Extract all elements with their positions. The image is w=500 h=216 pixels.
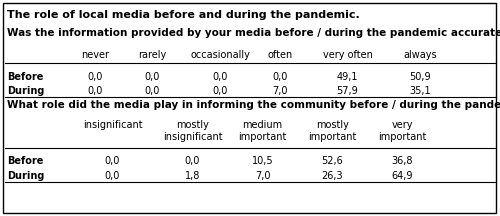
Text: 0,0: 0,0 bbox=[185, 156, 200, 166]
Text: 10,5: 10,5 bbox=[252, 156, 274, 166]
Text: 0,0: 0,0 bbox=[88, 86, 102, 96]
Text: 0,0: 0,0 bbox=[212, 86, 228, 96]
Text: 50,9: 50,9 bbox=[409, 72, 431, 82]
Text: During: During bbox=[7, 171, 44, 181]
Text: rarely: rarely bbox=[138, 50, 166, 60]
Text: Before: Before bbox=[7, 156, 44, 166]
Text: very often: very often bbox=[322, 50, 372, 60]
Text: insignificant: insignificant bbox=[82, 120, 142, 130]
Text: 26,3: 26,3 bbox=[322, 171, 344, 181]
Text: During: During bbox=[7, 86, 44, 96]
Text: 35,1: 35,1 bbox=[409, 86, 431, 96]
Text: 52,6: 52,6 bbox=[322, 156, 344, 166]
Text: The role of local media before and during the pandemic.: The role of local media before and durin… bbox=[7, 10, 360, 20]
Text: 0,0: 0,0 bbox=[105, 171, 120, 181]
Text: mostly
important: mostly important bbox=[308, 120, 356, 142]
Text: very
important: very important bbox=[378, 120, 426, 142]
Text: never: never bbox=[81, 50, 109, 60]
Text: Was the information provided by your media before / during the pandemic accurate: Was the information provided by your med… bbox=[7, 28, 500, 38]
Text: medium
important: medium important bbox=[238, 120, 286, 142]
Text: always: always bbox=[403, 50, 437, 60]
Text: 36,8: 36,8 bbox=[392, 156, 413, 166]
Text: often: often bbox=[268, 50, 292, 60]
Text: 7,0: 7,0 bbox=[272, 86, 288, 96]
Text: 57,9: 57,9 bbox=[336, 86, 358, 96]
Text: 0,0: 0,0 bbox=[145, 86, 160, 96]
Text: 0,0: 0,0 bbox=[88, 72, 102, 82]
Text: 0,0: 0,0 bbox=[105, 156, 120, 166]
Text: Before: Before bbox=[7, 72, 44, 82]
Text: What role did the media play in informing the community before / during the pand: What role did the media play in informin… bbox=[7, 100, 500, 110]
Text: mostly
insignificant: mostly insignificant bbox=[162, 120, 222, 142]
Text: occasionally: occasionally bbox=[190, 50, 250, 60]
Text: 64,9: 64,9 bbox=[392, 171, 413, 181]
Text: 0,0: 0,0 bbox=[212, 72, 228, 82]
Text: 1,8: 1,8 bbox=[185, 171, 200, 181]
Text: 49,1: 49,1 bbox=[337, 72, 358, 82]
Text: 0,0: 0,0 bbox=[272, 72, 287, 82]
Text: 0,0: 0,0 bbox=[145, 72, 160, 82]
Text: 7,0: 7,0 bbox=[255, 171, 270, 181]
